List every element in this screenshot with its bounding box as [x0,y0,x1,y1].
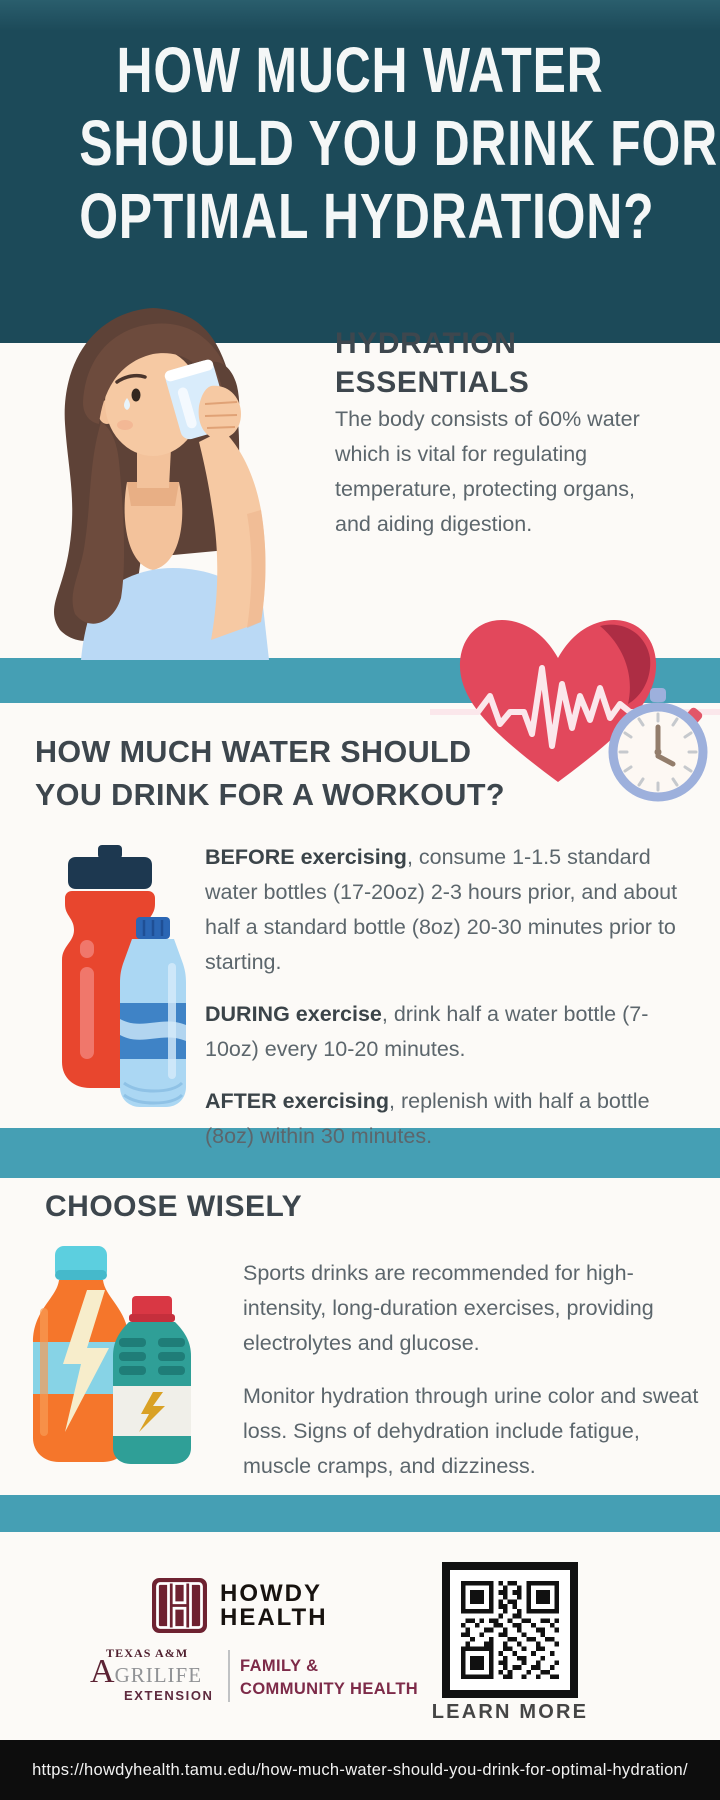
header-banner: HOW MUCH WATER SHOULD YOU DRINK FOR OPTI… [0,0,720,343]
title-line-1: HOW MUCH WATER [116,34,604,106]
workout-guidelines: BEFORE exercising, consume 1-1.5 standar… [205,840,687,1171]
choose-paragraph-1: Sports drinks are recommended for high-i… [243,1261,654,1355]
divider-band-3 [0,1495,720,1532]
workout-after-paragraph: AFTER exercising, replenish with half a … [205,1084,687,1154]
howdy-line: HOWDY [220,1579,322,1607]
source-url: https://howdyhealth.tamu.edu/how-much-wa… [32,1760,688,1779]
howdy-health-icon [152,1578,207,1633]
agrilife-logo: TEXAS A&M A GRILIFE EXTENSION [90,1646,230,1703]
workout-heading-line-1: HOW MUCH WATER SHOULD [35,735,472,769]
health-line: HEALTH [220,1603,328,1631]
title-line-2: SHOULD YOU DRINK FOR [79,107,718,179]
woman-drinking-water-illustration [53,308,269,660]
extension-label: EXTENSION [124,1688,214,1703]
choose-wisely-text: Sports drinks are recommended for high-i… [243,1256,713,1502]
family-community-health-label: FAMILY & COMMUNITY HEALTH [240,1655,418,1701]
choose-wisely-heading: CHOOSE WISELY [45,1190,303,1223]
workout-before-paragraph: BEFORE exercising, consume 1-1.5 standar… [205,840,687,980]
workout-before-lead: BEFORE exercising [205,845,407,869]
ecg-line [430,665,720,749]
hydration-essentials-body: The body consists of 60% water which is … [335,407,640,536]
workout-heading-line-2: YOU DRINK FOR A WORKOUT? [35,778,505,812]
qr-code [442,1562,578,1698]
program-line-1: FAMILY & [240,1657,319,1675]
agrilife-wordmark: GRILIFE [114,1663,203,1687]
heart-ecg-illustration [430,619,720,802]
workout-during-text: , drink half a water bottle (7-10oz) eve… [205,1002,649,1061]
learn-more-label: LEARN MORE [431,1701,589,1723]
hydration-heading-line-1: HYDRATION [335,327,517,360]
texas-am-label: TEXAS A&M [106,1646,189,1660]
workout-before-text: , consume 1-1.5 standard water bottles (… [205,845,678,974]
divider-band-2 [0,1128,720,1178]
stopwatch-icon [608,688,708,802]
sports-drinks-illustration [33,1246,191,1464]
water-bottles-illustration [62,845,186,1107]
title-line-3: OPTIMAL HYDRATION? [79,180,655,252]
howdy-health-logo: HOWDY HEALTH [152,1578,328,1633]
page-title: HOW MUCH WATER SHOULD YOU DRINK FOR OPTI… [0,34,720,253]
logo-divider [228,1650,230,1702]
hydration-heading-line-2: ESSENTIALS [335,366,530,399]
footer-url-bar: https://howdyhealth.tamu.edu/how-much-wa… [0,1740,720,1800]
workout-during-paragraph: DURING exercise, drink half a water bott… [205,997,687,1067]
hydration-essentials-heading: HYDRATION ESSENTIALS [335,324,595,402]
choose-paragraph-2: Monitor hydration through urine color an… [243,1384,699,1478]
program-line-2: COMMUNITY HEALTH [240,1680,419,1698]
agrilife-a: A [90,1653,115,1690]
workout-heading: HOW MUCH WATER SHOULD YOU DRINK FOR A WO… [35,731,505,817]
howdy-health-wordmark: HOWDY HEALTH [220,1579,328,1631]
workout-after-lead: AFTER exercising [205,1089,389,1113]
workout-during-lead: DURING exercise [205,1002,382,1026]
workout-after-text: , replenish with half a bottle (8oz) wit… [205,1089,650,1148]
